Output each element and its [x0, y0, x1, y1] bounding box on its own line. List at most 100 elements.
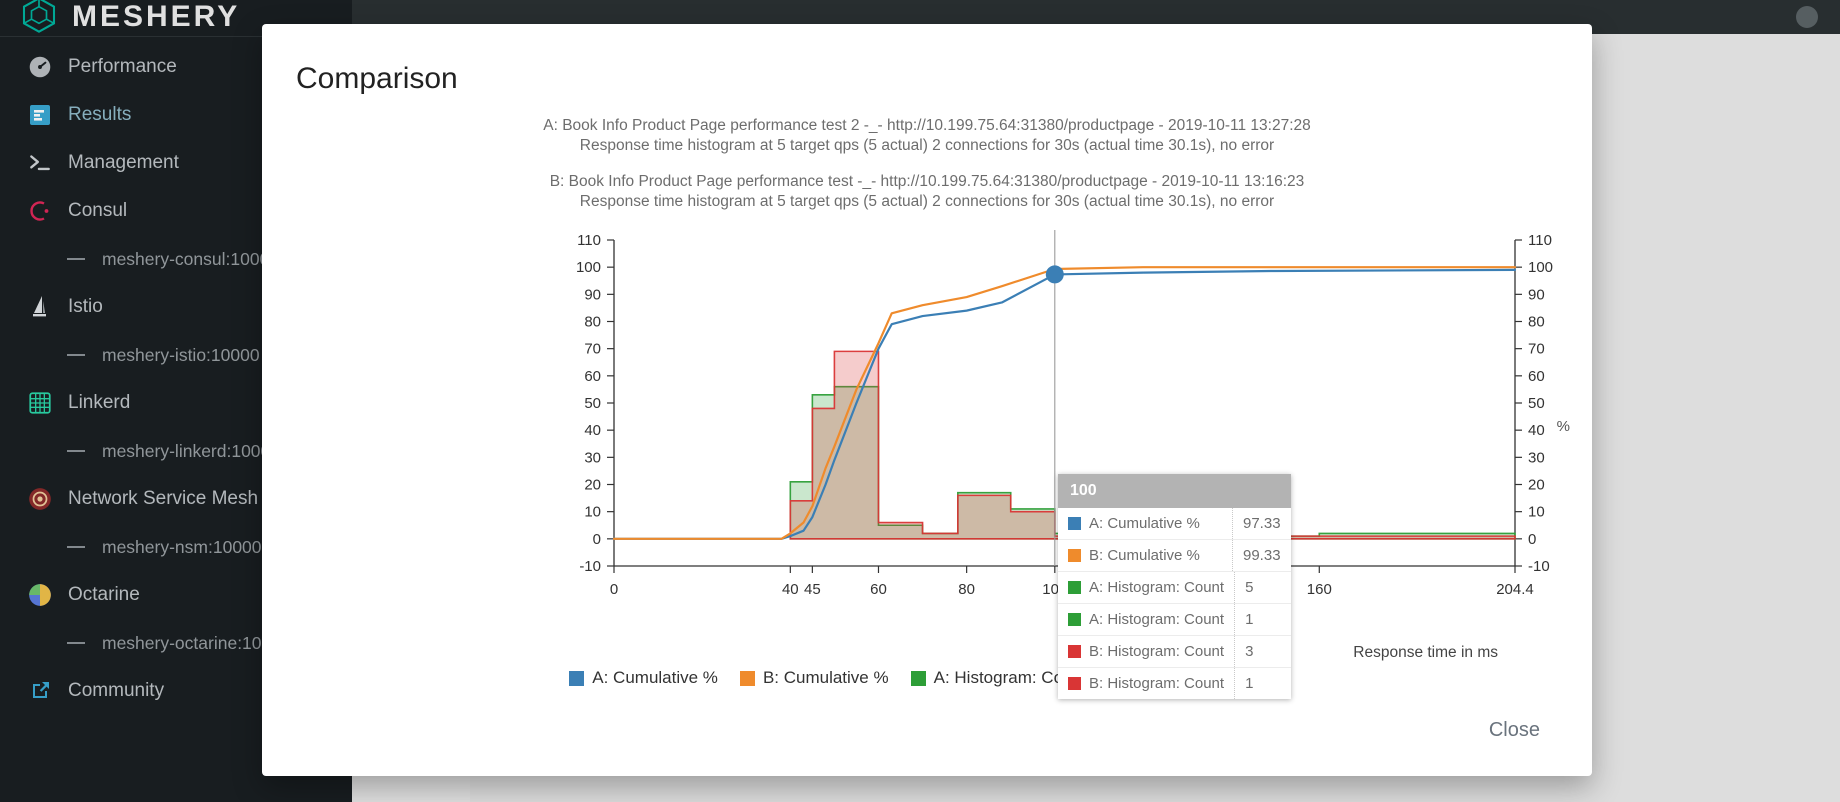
legend-color-swatch-icon — [739, 670, 755, 686]
sidebar-item-label: meshery-octarine:10000 — [102, 632, 291, 653]
y-tick-label: 100 — [1528, 259, 1553, 276]
y-tick-label: -10 — [1528, 558, 1550, 575]
y-tick-label: 50 — [584, 395, 601, 412]
sidebar-item-meshery-istio-10000[interactable]: meshery-istio:10000 — [0, 331, 352, 379]
sidebar-item-istio[interactable]: Istio — [0, 283, 352, 331]
dash-icon — [62, 533, 90, 561]
y-tick-label: 80 — [584, 314, 601, 331]
legend-item[interactable]: B: Cumulative % — [739, 668, 889, 688]
tooltip-row-label: A: Cumulative % — [1089, 515, 1200, 532]
brand-text: MESHERY — [72, 0, 241, 33]
terminal-icon — [26, 149, 54, 177]
legend-label: B: Cumulative % — [762, 668, 889, 687]
avatar[interactable] — [1796, 6, 1818, 28]
sidebar-item-performance[interactable]: Performance — [0, 43, 352, 91]
sidebar-item-management[interactable]: Management — [0, 139, 352, 187]
sidebar-item-label: Management — [68, 152, 179, 173]
legend-item[interactable]: A: Histogram: Count — [910, 668, 1087, 688]
sidebar-item-label: meshery-nsm:10000 — [102, 536, 262, 557]
dash-icon — [62, 437, 90, 465]
series-color-swatch-icon — [1068, 581, 1081, 594]
legend-item[interactable]: A: Cumulative % — [569, 668, 718, 688]
highlight-point[interactable] — [1045, 265, 1064, 284]
tooltip-row-value: 5 — [1245, 579, 1254, 596]
y-tick-label: 70 — [584, 341, 601, 358]
y-tick-label: 60 — [584, 368, 601, 385]
tooltip-row-value: 1 — [1245, 611, 1254, 628]
tooltip-row-label-cell: A: Histogram: Count — [1058, 604, 1236, 635]
modal-title: Comparison — [296, 62, 458, 95]
chart-title-b-line1: B: Book Info Product Page performance te… — [549, 173, 1305, 190]
plot-area: -10 -10 0 0 10 10 20 20 30 30 40 40 50 50 60 60 70 70 80 80… — [262, 228, 1592, 699]
sidebar-item-results[interactable]: Results — [0, 91, 352, 139]
x-tick-label: 45 — [804, 581, 821, 598]
x-tick-label: 60 — [870, 581, 887, 598]
sidebar-item-linkerd[interactable]: Linkerd — [0, 379, 352, 427]
x-tick-label: 0 — [610, 581, 618, 598]
tooltip-row-value: 1 — [1245, 675, 1254, 692]
sidebar-item-label: Network Service Mesh — [68, 488, 259, 509]
chart-title-b-line2: Response time histogram at 5 target qps … — [579, 193, 1275, 210]
sidebar-item-consul[interactable]: Consul — [0, 187, 352, 235]
sidebar-item-meshery-consul-10000[interactable]: meshery-consul:10000 — [0, 235, 352, 283]
close-button[interactable]: Close — [1477, 711, 1552, 750]
series-color-swatch-icon — [1068, 613, 1081, 626]
chart-container: A: Book Info Product Page performance te… — [262, 116, 1592, 716]
y-tick-label: 110 — [577, 232, 601, 249]
dash-icon — [62, 245, 90, 273]
y-tick-label: 10 — [584, 504, 601, 521]
sidebar-item-label: Performance — [68, 56, 177, 77]
sidebar-item-label: Linkerd — [68, 392, 131, 413]
chart-title-a-line1: A: Book Info Product Page performance te… — [543, 117, 1311, 134]
tooltip-row-value: 3 — [1245, 643, 1254, 660]
sidebar-item-meshery-octarine-10000[interactable]: meshery-octarine:10000 — [0, 619, 352, 667]
sidebar-item-label: Consul — [68, 200, 128, 221]
x-tick-label: 80 — [958, 581, 975, 598]
histogram-series — [789, 385, 1516, 540]
y-tick-label: 60 — [1528, 368, 1545, 385]
sidebar-item-community[interactable]: Community — [0, 667, 352, 715]
y-tick-label: 20 — [584, 477, 601, 494]
y-tick-label: 30 — [1528, 449, 1545, 466]
chart-tooltip: 100 A: Cumulative % 97.33 B: Cumulative % 9… — [1058, 474, 1291, 699]
tooltip-row-label: B: Cumulative % — [1089, 547, 1200, 564]
tooltip-row: B: Cumulative % 99.33 — [1058, 539, 1291, 571]
comparison-modal: Comparison A: Book Info Product Page per… — [262, 24, 1592, 776]
sidebar-item-label: Community — [68, 680, 165, 701]
tooltip-row-value: 99.33 — [1243, 547, 1281, 564]
sidebar-item-network-service-mesh[interactable]: Network Service Mesh — [0, 475, 352, 523]
sidebar-item-label: meshery-linkerd:10000 — [102, 440, 281, 461]
y-tick-label: 0 — [593, 531, 601, 548]
tooltip-row-label: A: Histogram: Count — [1089, 611, 1225, 628]
tooltip-row: A: Histogram: Count 1 — [1058, 603, 1291, 635]
linkerd-icon — [26, 389, 54, 417]
x-tick-label: 40 — [782, 581, 799, 598]
y-tick-label: -10 — [579, 558, 601, 575]
tooltip-header: 100 — [1058, 474, 1291, 508]
tooltip-row-label-cell: B: Cumulative % — [1058, 540, 1233, 571]
y-tick-label: 70 — [1528, 341, 1545, 358]
sidebar-item-meshery-linkerd-10000[interactable]: meshery-linkerd:10000 — [0, 427, 352, 475]
chart-legend: A: Cumulative % B: Cumulative % A: Histogr… — [262, 668, 1592, 688]
tooltip-row-label-cell: B: Histogram: Count — [1058, 636, 1236, 667]
sidebar-item-label: Istio — [68, 296, 103, 317]
brand[interactable]: MESHERY — [0, 0, 352, 34]
sidebar-item-label: Results — [68, 104, 132, 125]
sidebar-item-meshery-nsm-10000[interactable]: meshery-nsm:10000 — [0, 523, 352, 571]
x-tick-label: 160 — [1307, 581, 1332, 598]
tooltip-row-label: B: Histogram: Count — [1089, 675, 1225, 692]
y-tick-label: 90 — [584, 286, 601, 303]
dash-icon — [62, 341, 90, 369]
tooltip-row-label: A: Histogram: Count — [1089, 579, 1225, 596]
y-tick-label: 100 — [576, 259, 601, 276]
legend-label: A: Cumulative % — [592, 668, 718, 687]
sidebar-item-label: Octarine — [68, 584, 140, 605]
sidebar-item-octarine[interactable]: Octarine — [0, 571, 352, 619]
y-axis-label: % — [1556, 418, 1570, 435]
chart-titles: A: Book Info Product Page performance te… — [262, 116, 1592, 212]
sidebar-item-label: meshery-istio:10000 — [102, 344, 260, 365]
consul-icon — [26, 197, 54, 225]
octarine-icon — [26, 581, 54, 609]
